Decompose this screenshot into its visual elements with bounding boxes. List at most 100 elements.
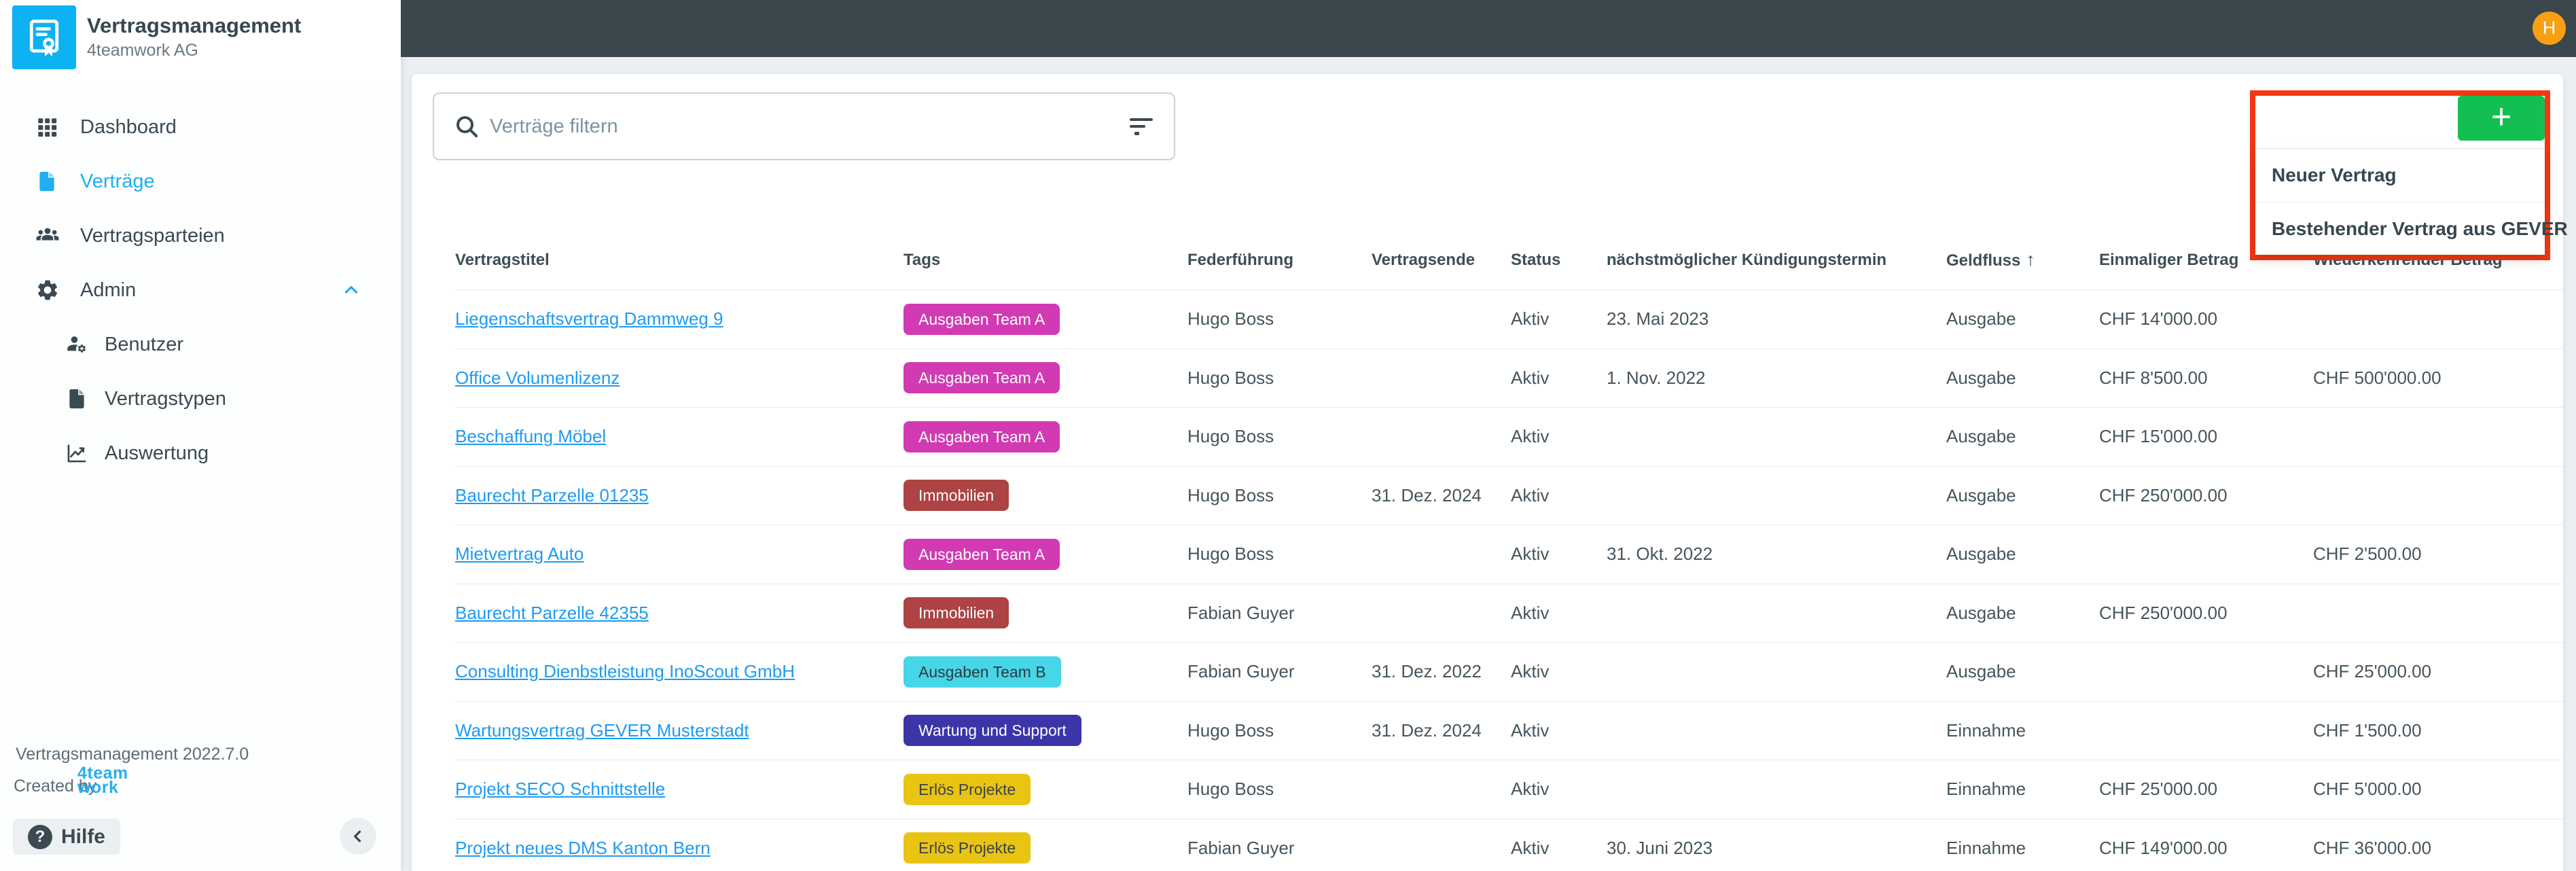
user-avatar[interactable]: H <box>2533 12 2566 45</box>
cell-status: Aktiv <box>1511 367 1550 388</box>
menu-item-0[interactable]: Neuer Vertrag <box>2272 164 2397 185</box>
search-input[interactable] <box>490 115 1128 138</box>
cell-tag: Ausgaben Team A <box>904 421 1187 452</box>
cell-title: Baurecht Parzelle 01235 <box>455 485 904 506</box>
cell-flow: Ausgabe <box>1946 367 2016 388</box>
tag-pill: Ausgaben Team A <box>904 303 1060 335</box>
cell-tag: Erlös Projekte <box>904 773 1187 805</box>
tag-pill: Immobilien <box>904 597 1009 629</box>
table-row: Wartungsvertrag GEVER Musterstadt Wartung… <box>455 700 2563 760</box>
cell-title: Projekt SECO Schnittstelle <box>455 779 904 800</box>
sidebar-header: Vertragsmanagement 4teamwork AG <box>0 0 401 84</box>
cell-lead: Fabian Guyer <box>1187 602 1295 623</box>
sidebar-item-label: Auswertung <box>105 442 209 464</box>
sidebar-item-label: Admin <box>80 279 137 301</box>
document-icon <box>65 387 88 410</box>
cell-end: 31. Dez. 2024 <box>1372 484 1482 505</box>
cell-end: 31. Dez. 2022 <box>1372 661 1482 682</box>
sort-arrow-up-icon: ↑ <box>2026 249 2035 270</box>
column-header-3[interactable]: Vertragsende <box>1372 250 1475 269</box>
cell-lead: Hugo Boss <box>1187 367 1274 388</box>
filter-search-box <box>433 92 1175 160</box>
cell-recurring: CHF 500'000.00 <box>2313 367 2441 388</box>
cell-flow: Ausgabe <box>1946 544 2016 565</box>
cell-lead: Hugo Boss <box>1187 308 1274 330</box>
cell-notice: 1. Nov. 2022 <box>1607 367 1706 388</box>
add-contract-button[interactable]: + <box>2458 96 2545 141</box>
cell-notice: 30. Juni 2023 <box>1607 837 1713 858</box>
contract-link[interactable]: Office Volumenlizenz <box>455 367 620 388</box>
sidebar-item-label: Verträge <box>80 170 155 192</box>
app-logo <box>12 5 76 69</box>
table-header-row: Vertragstitel Tags Federführung Vertragsend… <box>455 230 2563 289</box>
sidebar-collapse-button[interactable] <box>340 818 376 855</box>
cell-recurring: CHF 2'500.00 <box>2313 544 2422 565</box>
table-row: Projekt neues DMS Kanton Bern Erlös Proje… <box>455 818 2563 871</box>
cell-tag: Erlös Projekte <box>904 832 1187 864</box>
contract-link[interactable]: Mietvertrag Auto <box>455 544 584 565</box>
app-version: Vertragsmanagement 2022.7.0 <box>16 745 249 764</box>
cell-once: CHF 25'000.00 <box>2099 779 2218 800</box>
column-header-1[interactable]: Tags <box>904 250 941 269</box>
cell-lead: Hugo Boss <box>1187 719 1274 741</box>
sidebar-item-label: Dashboard <box>80 115 177 138</box>
question-icon: ? <box>27 824 52 849</box>
contract-link[interactable]: Wartungsvertrag GEVER Musterstadt <box>455 719 749 741</box>
sidebar-item-vertr-ge[interactable]: Verträge <box>0 154 401 209</box>
sidebar-item-admin[interactable]: Admin <box>0 263 401 317</box>
contract-link[interactable]: Baurecht Parzelle 01235 <box>455 484 649 505</box>
cell-tag: Ausgaben Team B <box>904 656 1187 688</box>
cell-lead: Hugo Boss <box>1187 484 1274 505</box>
column-header-2[interactable]: Federführung <box>1187 250 1293 269</box>
contract-link[interactable]: Consulting Dienbstleistung InoScout GmbH <box>455 661 795 682</box>
sidebar-item-dashboard[interactable]: Dashboard <box>0 100 401 154</box>
sidebar-item-auswertung[interactable]: Auswertung <box>0 426 401 480</box>
cell-lead: Hugo Boss <box>1187 779 1274 800</box>
plus-icon: + <box>2490 96 2512 137</box>
column-header-7[interactable]: Einmaliger Betrag <box>2099 250 2239 269</box>
contract-link[interactable]: Liegenschaftsvertrag Dammweg 9 <box>455 308 723 330</box>
sidebar-nav: Dashboard Verträge Vertragsparteien Admin Be… <box>0 100 401 480</box>
help-button[interactable]: ? Hilfe <box>13 819 120 855</box>
app-subtitle: 4teamwork AG <box>87 41 198 60</box>
cell-once: CHF 250'000.00 <box>2099 602 2228 623</box>
tag-pill: Erlös Projekte <box>904 773 1031 805</box>
contract-link[interactable]: Projekt SECO Schnittstelle <box>455 779 666 800</box>
chevron-up-icon[interactable] <box>341 280 361 300</box>
tag-pill: Ausgaben Team B <box>904 656 1061 688</box>
tag-pill: Ausgaben Team A <box>904 421 1060 452</box>
cell-tag: Wartung und Support <box>904 715 1187 747</box>
dashboard-grid-icon <box>35 115 60 139</box>
cell-recurring: CHF 1'500.00 <box>2313 719 2422 741</box>
cell-status: Aktiv <box>1511 308 1550 330</box>
column-header-5[interactable]: nächstmöglicher Kündigungstermin <box>1607 250 1887 269</box>
cell-flow: Ausgabe <box>1946 602 2016 623</box>
cell-title: Baurecht Parzelle 42355 <box>455 603 904 624</box>
sidebar: Vertragsmanagement 4teamwork AG Dashboar… <box>0 0 401 871</box>
cell-tag: Ausgaben Team A <box>904 362 1187 394</box>
cell-title: Office Volumenlizenz <box>455 368 904 389</box>
column-header-0[interactable]: Vertragstitel <box>455 250 550 269</box>
contracts-table: Liegenschaftsvertrag Dammweg 9 Ausgaben T… <box>455 289 2563 871</box>
contract-link[interactable]: Projekt neues DMS Kanton Bern <box>455 837 711 858</box>
column-header-4[interactable]: Status <box>1511 250 1561 269</box>
tag-pill: Wartung und Support <box>904 715 1081 747</box>
cell-tag: Ausgaben Team A <box>904 303 1187 335</box>
cell-status: Aktiv <box>1511 544 1550 565</box>
column-header-6[interactable]: Geldfluss ↑ <box>1946 249 2035 270</box>
table-row: Liegenschaftsvertrag Dammweg 9 Ausgaben T… <box>455 289 2563 349</box>
cell-once: CHF 8'500.00 <box>2099 367 2208 388</box>
sidebar-item-benutzer[interactable]: Benutzer <box>0 317 401 372</box>
table-row: Baurecht Parzelle 42355 Immobilien Fabian … <box>455 583 2563 643</box>
sidebar-item-vertragstypen[interactable]: Vertragstypen <box>0 372 401 426</box>
filter-icon[interactable] <box>1128 114 1155 139</box>
chart-icon <box>65 442 88 465</box>
table-row: Office Volumenlizenz Ausgaben Team A Hugo … <box>455 348 2563 408</box>
contract-link[interactable]: Baurecht Parzelle 42355 <box>455 602 649 623</box>
top-bar: H <box>401 0 2576 57</box>
contract-link[interactable]: Beschaffung Möbel <box>455 426 607 447</box>
menu-item-1[interactable]: Bestehender Vertrag aus GEVER <box>2255 202 2568 255</box>
cell-recurring: CHF 5'000.00 <box>2313 779 2422 800</box>
cell-title: Mietvertrag Auto <box>455 544 904 565</box>
sidebar-item-vertragsparteien[interactable]: Vertragsparteien <box>0 209 401 263</box>
